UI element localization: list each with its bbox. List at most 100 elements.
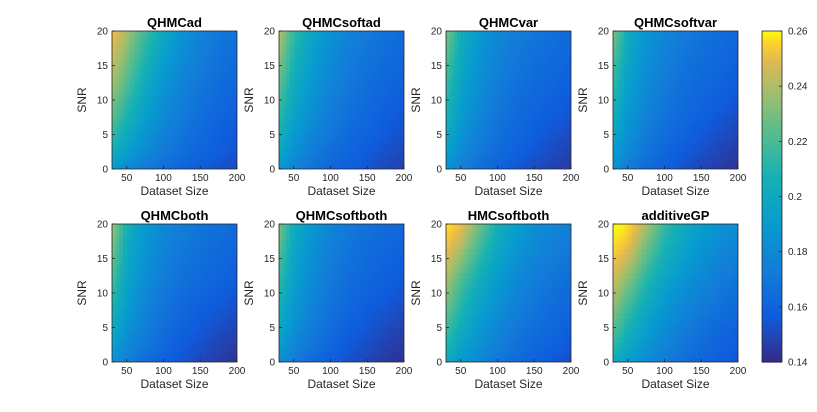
- heat-cell: [127, 90, 131, 96]
- heat-cell: [327, 56, 331, 62]
- heat-cell: [646, 36, 650, 42]
- heat-cell: [345, 100, 349, 106]
- heat-cell: [222, 239, 226, 245]
- heat-cell: [505, 144, 509, 150]
- heat-cell: [297, 139, 301, 145]
- heat-cell: [338, 100, 342, 106]
- heat-cell: [119, 244, 123, 250]
- heat-cell: [505, 85, 509, 91]
- heat-cell: [371, 125, 375, 131]
- heat-cell: [479, 85, 483, 91]
- heat-cell: [160, 254, 164, 260]
- heat-cell: [564, 56, 568, 62]
- heat-cell: [453, 85, 457, 91]
- heat-cell: [635, 149, 639, 155]
- heat-cell: [690, 105, 694, 111]
- heat-cell: [624, 105, 628, 111]
- heat-cell: [687, 105, 691, 111]
- heat-cell: [527, 85, 531, 91]
- heat-cell: [468, 135, 472, 141]
- heat-cell: [479, 115, 483, 121]
- heat-cell: [200, 288, 204, 294]
- heat-cell: [312, 61, 316, 67]
- heat-cell: [512, 130, 516, 136]
- heat-cell: [327, 36, 331, 42]
- heat-cell: [360, 46, 364, 52]
- heat-cell: [323, 56, 327, 62]
- heat-cell: [349, 125, 353, 131]
- heat-cell: [397, 85, 401, 91]
- heat-cell: [186, 95, 190, 101]
- heat-cell: [145, 100, 149, 106]
- heat-cell: [483, 36, 487, 42]
- heat-cell: [219, 229, 223, 235]
- heat-cell: [160, 75, 164, 81]
- heat-cell: [549, 75, 553, 81]
- heat-cell: [182, 149, 186, 155]
- heat-cell: [160, 249, 164, 255]
- heat-cell: [163, 303, 167, 309]
- heat-cell: [560, 80, 564, 86]
- heat-cell: [334, 115, 338, 121]
- heat-cell: [301, 135, 305, 141]
- heat-cell: [208, 268, 212, 274]
- heat-cell: [204, 41, 208, 47]
- heat-cell: [472, 110, 476, 116]
- heat-cell: [138, 303, 142, 309]
- heat-cell: [208, 100, 212, 106]
- heat-cell: [226, 61, 230, 67]
- heat-cell: [716, 80, 720, 86]
- heat-cell: [130, 244, 134, 250]
- heat-cell: [389, 120, 393, 126]
- heat-cell: [308, 100, 312, 106]
- heat-cell: [178, 31, 182, 37]
- heat-cell: [668, 95, 672, 101]
- heat-cell: [338, 46, 342, 52]
- heat-cell: [353, 66, 357, 72]
- heat-cell: [127, 66, 131, 72]
- heat-cell: [119, 259, 123, 265]
- heat-cell: [175, 110, 179, 116]
- heat-cell: [613, 115, 617, 121]
- heat-cell: [178, 352, 182, 358]
- heat-cell: [334, 75, 338, 81]
- heat-cell: [360, 159, 364, 165]
- heat-cell: [141, 95, 145, 101]
- heat-cell: [661, 51, 665, 57]
- heat-cell: [653, 75, 657, 81]
- heat-cell: [167, 36, 171, 42]
- heat-cell: [156, 347, 160, 353]
- heat-cell: [624, 46, 628, 52]
- heat-cell: [208, 51, 212, 57]
- heat-cell: [534, 105, 538, 111]
- heat-cell: [119, 31, 123, 37]
- heat-cell: [319, 41, 323, 47]
- heat-cell: [472, 130, 476, 136]
- heat-cell: [479, 149, 483, 155]
- heat-cell: [145, 149, 149, 155]
- heat-cell: [386, 352, 390, 358]
- heat-cell: [112, 51, 116, 57]
- heat-cell: [330, 120, 334, 126]
- heat-cell: [642, 95, 646, 101]
- heat-cell: [193, 283, 197, 289]
- heat-cell: [156, 337, 160, 343]
- heat-cell: [182, 130, 186, 136]
- heat-cell: [461, 135, 465, 141]
- heat-cell: [664, 110, 668, 116]
- y-tick-label: 5: [102, 130, 108, 141]
- heat-cell: [330, 56, 334, 62]
- heat-cell: [505, 159, 509, 165]
- heat-cell: [549, 95, 553, 101]
- heat-cell: [134, 298, 138, 304]
- heat-cell: [119, 332, 123, 338]
- heat-cell: [501, 95, 505, 101]
- heat-cell: [631, 125, 635, 131]
- heat-cell: [497, 36, 501, 42]
- heat-cell: [661, 36, 665, 42]
- heat-cell: [468, 41, 472, 47]
- heat-cell: [497, 80, 501, 86]
- heat-cell: [312, 80, 316, 86]
- heat-cell: [617, 139, 621, 145]
- heat-cell: [145, 234, 149, 240]
